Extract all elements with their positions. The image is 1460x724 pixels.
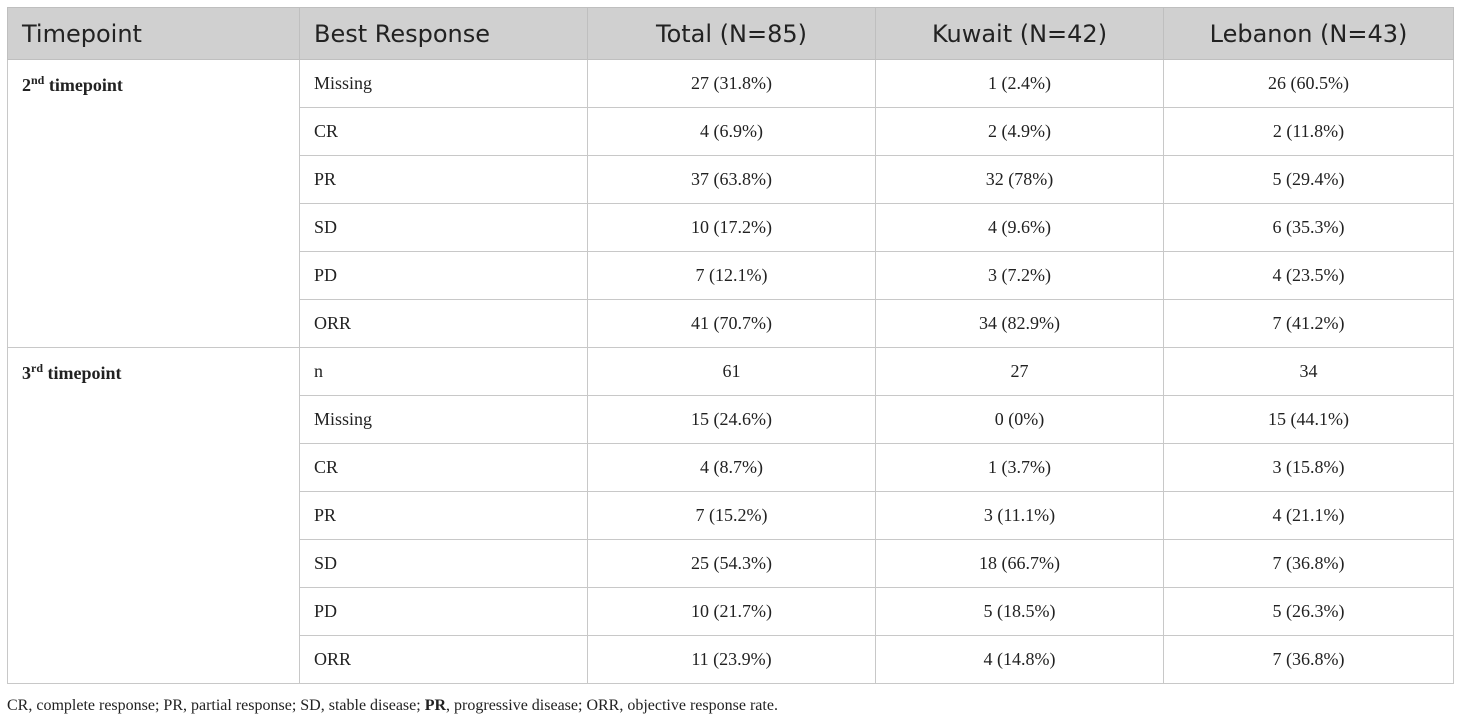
response-label-cell: PR: [299, 491, 588, 540]
lebanon-value-cell: 4 (23.5%): [1163, 251, 1454, 300]
table-row: Missing 15 (24.6%) 0 (0%) 15 (44.1%): [8, 395, 1454, 444]
response-label-cell: Missing: [299, 59, 588, 108]
response-label-cell: PD: [299, 251, 588, 300]
kuwait-value-cell: 27: [875, 347, 1164, 396]
footnote-text-1: CR, complete response; PR, partial respo…: [7, 697, 425, 714]
kuwait-value-cell: 1 (3.7%): [875, 443, 1164, 492]
header-kuwait: Kuwait (N=42): [875, 7, 1164, 60]
kuwait-value-cell: 4 (9.6%): [875, 203, 1164, 252]
table-row: PR 37 (63.8%) 32 (78%) 5 (29.4%): [8, 155, 1454, 204]
total-value-cell: 25 (54.3%): [587, 539, 876, 588]
lebanon-value-cell: 7 (41.2%): [1163, 299, 1454, 348]
total-value-cell: 4 (8.7%): [587, 443, 876, 492]
kuwait-value-cell: 2 (4.9%): [875, 107, 1164, 156]
lebanon-value-cell: 6 (35.3%): [1163, 203, 1454, 252]
total-value-cell: 4 (6.9%): [587, 107, 876, 156]
lebanon-value-cell: 5 (29.4%): [1163, 155, 1454, 204]
timepoint-ordinal-suffix: rd: [31, 361, 43, 375]
lebanon-value-cell: 2 (11.8%): [1163, 107, 1454, 156]
timepoint-number: 3: [22, 363, 31, 383]
lebanon-value-cell: 15 (44.1%): [1163, 395, 1454, 444]
footnote-text-2: , progressive disease; ORR, objective re…: [446, 697, 778, 714]
response-label-cell: Missing: [299, 395, 588, 444]
kuwait-value-cell: 3 (11.1%): [875, 491, 1164, 540]
header-total: Total (N=85): [587, 7, 876, 60]
response-label-cell: n: [299, 347, 588, 396]
table-row: ORR 11 (23.9%) 4 (14.8%) 7 (36.8%): [8, 635, 1454, 684]
header-lebanon: Lebanon (N=43): [1163, 7, 1454, 60]
total-value-cell: 10 (17.2%): [587, 203, 876, 252]
response-label-cell: ORR: [299, 299, 588, 348]
table-row: ORR 41 (70.7%) 34 (82.9%) 7 (41.2%): [8, 299, 1454, 348]
response-table-container: Timepoint Best Response Total (N=85) Kuw…: [7, 7, 1454, 684]
response-label-cell: SD: [299, 203, 588, 252]
lebanon-value-cell: 5 (26.3%): [1163, 587, 1454, 636]
total-value-cell: 11 (23.9%): [587, 635, 876, 684]
response-label-cell: CR: [299, 107, 588, 156]
response-label-cell: PR: [299, 155, 588, 204]
timepoint-number: 2: [22, 75, 31, 95]
timepoint-word: timepoint: [43, 363, 122, 383]
response-label-cell: SD: [299, 539, 588, 588]
total-value-cell: 37 (63.8%): [587, 155, 876, 204]
lebanon-value-cell: 3 (15.8%): [1163, 443, 1454, 492]
footnote-bold-abbrev: PR: [424, 697, 447, 714]
table-row: 3rd timepoint n 61 27 34: [7, 347, 1454, 684]
kuwait-value-cell: 5 (18.5%): [875, 587, 1164, 636]
lebanon-value-cell: 34: [1163, 347, 1454, 396]
lebanon-value-cell: 4 (21.1%): [1163, 491, 1454, 540]
kuwait-value-cell: 18 (66.7%): [875, 539, 1164, 588]
header-row: Timepoint Best Response Total (N=85) Kuw…: [7, 7, 1454, 60]
best-response-table: Timepoint Best Response Total (N=85) Kuw…: [7, 7, 1454, 684]
header-best-response: Best Response: [299, 7, 588, 60]
kuwait-value-cell: 0 (0%): [875, 395, 1164, 444]
table-row: PR 7 (15.2%) 3 (11.1%) 4 (21.1%): [8, 491, 1454, 540]
total-value-cell: 7 (12.1%): [587, 251, 876, 300]
total-value-cell: 15 (24.6%): [587, 395, 876, 444]
kuwait-value-cell: 34 (82.9%): [875, 299, 1164, 348]
table-row: 2nd timepoint Missing 27 (31.8%) 1 (2.4%) 26…: [7, 59, 1454, 348]
table-row: SD 10 (17.2%) 4 (9.6%) 6 (35.3%): [8, 203, 1454, 252]
total-value-cell: 27 (31.8%): [587, 59, 876, 108]
response-label-cell: ORR: [299, 635, 588, 684]
kuwait-value-cell: 32 (78%): [875, 155, 1164, 204]
response-label-cell: CR: [299, 443, 588, 492]
lebanon-value-cell: 7 (36.8%): [1163, 539, 1454, 588]
table-row: CR 4 (8.7%) 1 (3.7%) 3 (15.8%): [8, 443, 1454, 492]
table-footnote: CR, complete response; PR, partial respo…: [7, 697, 778, 715]
table-row: PD 7 (12.1%) 3 (7.2%) 4 (23.5%): [8, 251, 1454, 300]
response-label-cell: PD: [299, 587, 588, 636]
table-body: 2nd timepoint Missing 27 (31.8%) 1 (2.4%) 26…: [7, 59, 1454, 684]
kuwait-value-cell: 3 (7.2%): [875, 251, 1164, 300]
timepoint-group-label: 2nd timepoint: [7, 59, 300, 348]
timepoint-word: timepoint: [44, 75, 123, 95]
timepoint-group-label: 3rd timepoint: [7, 347, 300, 684]
timepoint-ordinal-suffix: nd: [31, 73, 45, 87]
total-value-cell: 7 (15.2%): [587, 491, 876, 540]
kuwait-value-cell: 4 (14.8%): [875, 635, 1164, 684]
total-value-cell: 41 (70.7%): [587, 299, 876, 348]
total-value-cell: 10 (21.7%): [587, 587, 876, 636]
lebanon-value-cell: 7 (36.8%): [1163, 635, 1454, 684]
lebanon-value-cell: 26 (60.5%): [1163, 59, 1454, 108]
table-row: CR 4 (6.9%) 2 (4.9%) 2 (11.8%): [8, 107, 1454, 156]
kuwait-value-cell: 1 (2.4%): [875, 59, 1164, 108]
total-value-cell: 61: [587, 347, 876, 396]
header-timepoint: Timepoint: [7, 7, 300, 60]
